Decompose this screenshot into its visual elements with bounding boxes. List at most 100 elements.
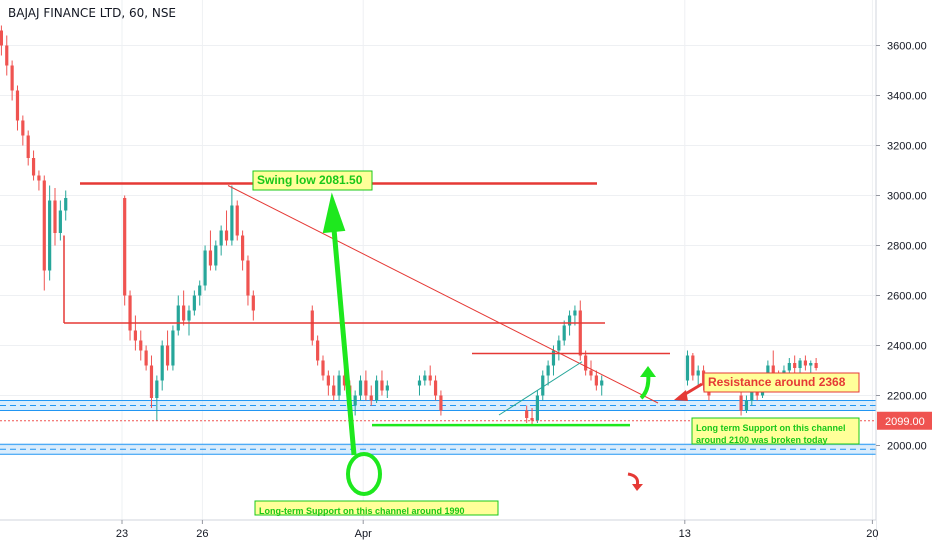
time-tick-label: 23 (116, 528, 128, 540)
candle[interactable] (15, 90, 20, 121)
time-axis[interactable] (0, 520, 876, 550)
candle[interactable] (160, 345, 164, 381)
candle[interactable] (165, 345, 170, 366)
candle[interactable] (600, 380, 604, 386)
candle[interactable] (584, 355, 588, 371)
candle[interactable] (198, 285, 202, 296)
candle[interactable] (557, 340, 561, 351)
green-arrow-shaft (330, 217, 357, 456)
falling-trendline (227, 185, 659, 404)
candle[interactable] (578, 310, 582, 356)
candle[interactable] (691, 355, 695, 376)
candle[interactable] (594, 375, 598, 386)
candle[interactable] (369, 395, 373, 401)
candle[interactable] (739, 395, 743, 411)
candle[interactable] (53, 200, 57, 234)
candle[interactable] (342, 375, 347, 386)
candle[interactable] (551, 350, 556, 366)
candle[interactable] (203, 250, 207, 286)
candle[interactable] (241, 235, 245, 261)
candle[interactable] (803, 360, 807, 366)
candle[interactable] (375, 380, 379, 401)
candle[interactable] (149, 365, 154, 399)
candle[interactable] (310, 310, 314, 341)
candle[interactable] (787, 363, 791, 371)
candle[interactable] (798, 360, 802, 369)
candle[interactable] (0, 30, 4, 46)
support-2100-label-text: around 2100 was broken today (696, 435, 828, 445)
candle[interactable] (332, 385, 336, 396)
candle[interactable] (439, 395, 443, 411)
candle[interactable] (567, 315, 572, 326)
candle[interactable] (246, 260, 250, 296)
candle[interactable] (771, 365, 775, 376)
candle[interactable] (562, 325, 566, 341)
support-band-2100 (0, 400, 876, 411)
candle[interactable] (380, 380, 384, 391)
candle[interactable] (31, 158, 36, 176)
candle[interactable] (589, 370, 593, 376)
candle[interactable] (685, 355, 690, 381)
candle[interactable] (358, 380, 363, 396)
candle[interactable] (353, 395, 357, 406)
candle[interactable] (793, 363, 797, 368)
candle[interactable] (525, 410, 529, 419)
candle[interactable] (423, 375, 427, 381)
candle[interactable] (48, 200, 52, 271)
candle[interactable] (26, 135, 30, 159)
candle[interactable] (10, 65, 14, 91)
candle[interactable] (192, 295, 196, 311)
candle[interactable] (251, 295, 255, 311)
candle[interactable] (176, 305, 180, 331)
candle[interactable] (814, 363, 818, 368)
candle[interactable] (187, 310, 191, 321)
candle[interactable] (230, 205, 234, 241)
candle[interactable] (224, 230, 229, 241)
candle[interactable] (128, 295, 132, 331)
candle[interactable] (750, 390, 754, 401)
candle[interactable] (417, 380, 422, 386)
candle[interactable] (316, 340, 320, 361)
candle[interactable] (208, 250, 213, 266)
candle[interactable] (235, 205, 239, 236)
candle[interactable] (546, 365, 550, 376)
candle[interactable] (182, 305, 186, 321)
candle[interactable] (139, 340, 143, 351)
candle[interactable] (337, 375, 341, 396)
candle[interactable] (64, 198, 68, 211)
candle[interactable] (535, 395, 539, 421)
candle[interactable] (144, 350, 148, 366)
candle[interactable] (530, 418, 534, 421)
red-pointer-arrow-head (674, 390, 688, 401)
candle[interactable] (21, 120, 25, 136)
price-axis[interactable] (876, 0, 932, 550)
candle[interactable] (219, 230, 223, 246)
candle[interactable] (214, 245, 218, 266)
candle[interactable] (123, 198, 127, 296)
green-up-arrow-head (640, 366, 656, 377)
candle[interactable] (573, 310, 577, 316)
red-down-arrow-head (632, 484, 643, 491)
candle[interactable] (133, 330, 137, 341)
candle[interactable] (809, 363, 813, 366)
candle[interactable] (433, 380, 438, 396)
candle[interactable] (171, 330, 175, 366)
candle[interactable] (755, 390, 759, 396)
candle[interactable] (364, 380, 368, 396)
candle[interactable] (37, 175, 41, 181)
rising-wedge-line (498, 361, 583, 416)
candle[interactable] (326, 375, 330, 386)
candle[interactable] (5, 45, 9, 66)
support-1990-label-text: Long-term Support on this channel around… (259, 506, 465, 516)
candle[interactable] (155, 380, 159, 399)
candle[interactable] (541, 375, 545, 396)
candle[interactable] (428, 375, 432, 381)
candle[interactable] (696, 370, 700, 376)
candle[interactable] (321, 360, 325, 376)
candle[interactable] (58, 210, 62, 234)
candle[interactable] (385, 385, 389, 391)
candle[interactable] (744, 400, 749, 411)
candle[interactable] (42, 180, 46, 271)
time-tick-label: 20 (866, 528, 878, 540)
